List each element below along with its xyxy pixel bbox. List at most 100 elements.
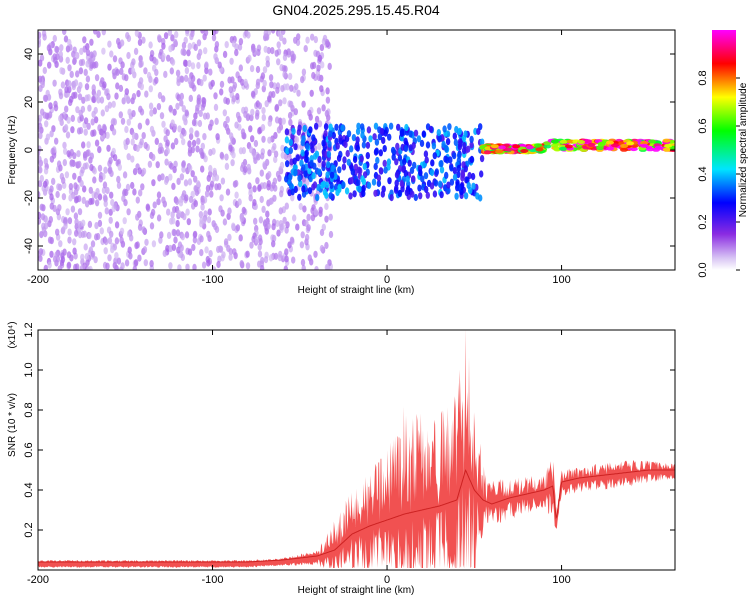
spectrogram-cell bbox=[285, 147, 290, 155]
spectrogram-cell bbox=[156, 103, 162, 111]
spectrogram-cell bbox=[99, 96, 105, 104]
spectrogram-cell bbox=[430, 159, 435, 167]
spectrogram-cell bbox=[228, 144, 233, 152]
spectrogram-cell bbox=[288, 173, 293, 181]
spectrogram-cell bbox=[479, 155, 485, 163]
spectrogram-cell bbox=[211, 34, 217, 42]
spectrogram-cell bbox=[278, 99, 283, 107]
spectrogram-cell bbox=[184, 194, 189, 202]
spectrogram-cell bbox=[219, 88, 224, 96]
colorbar-tick-label: 0.6 bbox=[697, 118, 709, 133]
spectrogram-cell bbox=[103, 247, 108, 255]
spectrogram-cell bbox=[39, 203, 44, 211]
spectrogram-cell bbox=[314, 115, 320, 123]
spectrogram-cell bbox=[313, 208, 318, 216]
colorbar-tick-label: 0.0 bbox=[697, 262, 709, 277]
spectrogram-cell bbox=[76, 150, 81, 158]
spectrogram-cell bbox=[181, 41, 187, 50]
spectrogram-cell bbox=[92, 50, 97, 58]
spectrogram-cell bbox=[94, 74, 100, 82]
spectrogram-y-tick-label: 0 bbox=[23, 147, 35, 153]
spectrogram-cell bbox=[449, 164, 454, 172]
spectrogram-cell bbox=[306, 224, 311, 232]
spectrogram-cell bbox=[86, 266, 91, 270]
spectrogram-cell bbox=[219, 194, 224, 202]
spectrogram-cell bbox=[118, 84, 124, 92]
spectrogram-cell bbox=[94, 233, 99, 241]
spectrogram-cell bbox=[228, 253, 233, 261]
spectrogram-cell bbox=[248, 125, 253, 133]
spectrogram-cell bbox=[135, 196, 140, 204]
spectrogram-cell bbox=[278, 250, 283, 258]
spectrogram-cell bbox=[238, 147, 244, 155]
spectrogram-cell bbox=[454, 192, 459, 200]
spectrogram-cell bbox=[63, 35, 69, 43]
spectrogram-cell bbox=[206, 259, 211, 267]
spectrogram-cell bbox=[275, 170, 281, 178]
spectrogram-cell bbox=[457, 151, 462, 159]
spectrogram-cell bbox=[90, 129, 95, 137]
spectrogram-cell bbox=[60, 256, 66, 264]
spectrogram-cell bbox=[81, 141, 86, 149]
spectrogram-cell bbox=[463, 165, 468, 173]
spectrogram-cell bbox=[157, 34, 162, 42]
spectrogram-cell bbox=[137, 223, 143, 231]
spectrogram-cell bbox=[264, 100, 269, 108]
spectrogram-cell bbox=[39, 231, 44, 239]
spectrogram-cell bbox=[310, 33, 315, 41]
spectrogram-cell bbox=[259, 264, 265, 270]
spectrogram-cell bbox=[243, 110, 248, 118]
spectrogram-cell bbox=[107, 40, 112, 48]
spectrogram-cell bbox=[452, 167, 457, 175]
snr-y-scale-label: (x10⁴) bbox=[7, 321, 18, 348]
spectrogram-cell bbox=[139, 138, 144, 146]
spectrogram-cell bbox=[238, 38, 244, 46]
spectrogram-cell bbox=[327, 62, 332, 70]
spectrogram-cell bbox=[313, 36, 318, 44]
spectrogram-cell bbox=[271, 240, 276, 248]
spectrogram-cell bbox=[337, 166, 342, 174]
spectrogram-cell bbox=[148, 85, 153, 93]
spectrogram-cell bbox=[187, 59, 192, 68]
spectrogram-cell bbox=[190, 75, 196, 83]
spectrogram-cell bbox=[293, 169, 298, 177]
spectrogram-cell bbox=[187, 164, 193, 172]
spectrogram-cell bbox=[333, 172, 338, 180]
spectrogram-cell bbox=[184, 231, 190, 239]
spectrogram-cell bbox=[348, 192, 353, 200]
spectrogram-cell bbox=[421, 130, 426, 138]
spectrogram-cell bbox=[131, 110, 136, 118]
spectrogram-cell bbox=[75, 106, 80, 114]
spectrogram-cell bbox=[83, 243, 88, 251]
snr-x-tick-label: -100 bbox=[202, 574, 224, 586]
spectrogram-cell bbox=[289, 236, 295, 244]
spectrogram-cell bbox=[224, 41, 229, 49]
spectrogram-cell bbox=[317, 54, 323, 63]
spectrogram-cell bbox=[219, 151, 224, 159]
spectrogram-cell bbox=[161, 95, 166, 103]
spectrogram-cell bbox=[152, 201, 157, 209]
spectrogram-cell bbox=[187, 149, 193, 157]
spectrogram-cell bbox=[105, 131, 110, 139]
spectrogram-cell bbox=[124, 259, 130, 267]
spectrogram-cell bbox=[324, 263, 330, 270]
spectrogram-cell bbox=[201, 261, 207, 269]
spectrogram-x-tick-label: 0 bbox=[384, 274, 390, 286]
spectrogram-cell bbox=[148, 41, 153, 49]
spectrogram-cell bbox=[268, 74, 274, 82]
spectrogram-cell bbox=[175, 229, 181, 237]
spectrogram-cell bbox=[437, 134, 442, 142]
spectrogram-cell bbox=[304, 155, 309, 163]
spectrogram-cell bbox=[168, 45, 173, 53]
spectrogram-cell bbox=[200, 30, 205, 34]
spectrogram-cell bbox=[301, 185, 306, 193]
spectrogram-cell bbox=[334, 123, 339, 131]
spectrogram-cell bbox=[310, 214, 316, 222]
colorbar-tick-label: 0.4 bbox=[697, 166, 709, 181]
spectrogram-cell bbox=[288, 138, 293, 147]
spectrogram-x-tick-label: 100 bbox=[552, 274, 570, 286]
spectrogram-cell bbox=[399, 129, 405, 137]
spectrogram-cell bbox=[38, 125, 41, 133]
spectrogram-cell bbox=[231, 95, 237, 103]
spectrogram-cell bbox=[74, 229, 79, 237]
